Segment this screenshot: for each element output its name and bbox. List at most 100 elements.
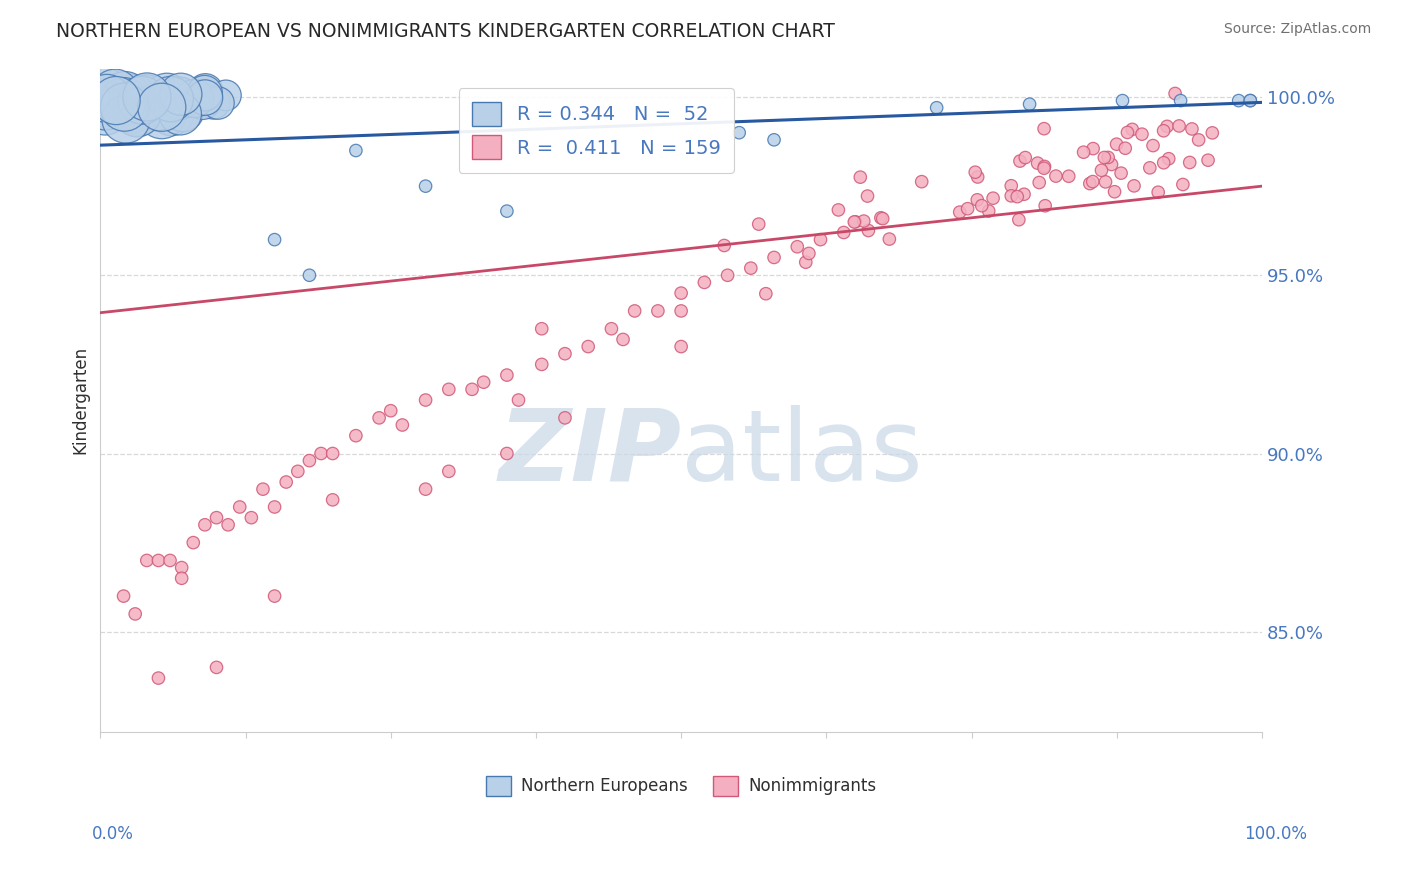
- Point: [437, 464, 460, 478]
- Text: atlas: atlas: [681, 405, 922, 501]
- Point: [956, 202, 979, 216]
- Point: [1081, 142, 1104, 156]
- Point: [1081, 175, 1104, 189]
- Point: [240, 510, 263, 524]
- Point: [496, 204, 519, 219]
- Point: [298, 268, 321, 283]
- Text: ZIP: ZIP: [498, 405, 681, 501]
- Point: [530, 322, 553, 336]
- Point: [600, 322, 623, 336]
- Point: [1157, 152, 1180, 166]
- Point: [844, 215, 866, 229]
- Point: [1026, 156, 1049, 170]
- Point: [170, 571, 193, 585]
- Point: [205, 660, 228, 674]
- Point: [852, 214, 875, 228]
- Point: [1121, 122, 1143, 136]
- Point: [344, 428, 367, 442]
- Point: [1033, 161, 1056, 176]
- Point: [1170, 94, 1192, 108]
- Point: [1094, 175, 1116, 189]
- Point: [229, 500, 252, 514]
- Point: [740, 261, 762, 276]
- Point: [1227, 94, 1250, 108]
- Point: [810, 233, 832, 247]
- Point: [1073, 145, 1095, 160]
- Point: [322, 446, 344, 460]
- Point: [1018, 97, 1040, 112]
- Point: [1239, 94, 1261, 108]
- Point: [194, 90, 217, 104]
- Point: [713, 238, 735, 252]
- Point: [150, 100, 173, 114]
- Point: [1105, 137, 1128, 152]
- Point: [276, 475, 298, 489]
- Point: [1109, 166, 1132, 180]
- Point: [849, 170, 872, 185]
- Point: [508, 392, 530, 407]
- Point: [112, 589, 135, 603]
- Point: [159, 92, 181, 106]
- Point: [415, 179, 437, 194]
- Point: [380, 403, 402, 417]
- Text: 0.0%: 0.0%: [91, 825, 134, 843]
- Point: [797, 246, 820, 260]
- Point: [148, 553, 170, 567]
- Point: [647, 304, 669, 318]
- Point: [755, 286, 778, 301]
- Point: [965, 165, 987, 179]
- Point: [879, 232, 901, 246]
- Point: [170, 87, 193, 102]
- Point: [1033, 121, 1056, 136]
- Point: [115, 112, 138, 127]
- Point: [966, 169, 988, 184]
- Point: [1092, 151, 1115, 165]
- Point: [344, 144, 367, 158]
- Point: [1008, 154, 1031, 169]
- Point: [207, 96, 229, 111]
- Point: [146, 99, 169, 113]
- Point: [135, 553, 157, 567]
- Point: [322, 492, 344, 507]
- Point: [554, 410, 576, 425]
- Point: [127, 105, 149, 120]
- Point: [1156, 120, 1178, 134]
- Text: Source: ZipAtlas.com: Source: ZipAtlas.com: [1223, 22, 1371, 37]
- Point: [1164, 87, 1187, 101]
- Point: [112, 95, 135, 109]
- Y-axis label: Kindergarten: Kindergarten: [72, 346, 89, 454]
- Point: [215, 88, 238, 103]
- Point: [150, 108, 173, 122]
- Point: [104, 86, 127, 100]
- Point: [472, 375, 495, 389]
- Point: [496, 446, 519, 460]
- Point: [530, 358, 553, 372]
- Point: [96, 98, 118, 112]
- Point: [1033, 199, 1056, 213]
- Point: [1181, 122, 1204, 136]
- Point: [1197, 153, 1219, 168]
- Point: [114, 100, 136, 114]
- Point: [156, 89, 179, 103]
- Point: [1153, 124, 1175, 138]
- Point: [1104, 185, 1126, 199]
- Point: [217, 517, 239, 532]
- Point: [287, 464, 309, 478]
- Text: NORTHERN EUROPEAN VS NONIMMIGRANTS KINDERGARTEN CORRELATION CHART: NORTHERN EUROPEAN VS NONIMMIGRANTS KINDE…: [56, 22, 835, 41]
- Point: [1147, 186, 1170, 200]
- Point: [1078, 177, 1101, 191]
- Text: 100.0%: 100.0%: [1244, 825, 1308, 843]
- Point: [194, 86, 217, 100]
- Point: [728, 126, 751, 140]
- Point: [191, 95, 214, 109]
- Point: [1130, 127, 1153, 141]
- Point: [977, 204, 1000, 219]
- Point: [1028, 176, 1050, 190]
- Point: [181, 535, 204, 549]
- Point: [205, 510, 228, 524]
- Point: [844, 215, 866, 229]
- Point: [1188, 133, 1211, 147]
- Point: [794, 255, 817, 269]
- Point: [1142, 138, 1164, 153]
- Point: [856, 189, 879, 203]
